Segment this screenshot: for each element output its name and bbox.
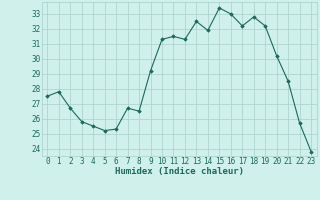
X-axis label: Humidex (Indice chaleur): Humidex (Indice chaleur) xyxy=(115,167,244,176)
